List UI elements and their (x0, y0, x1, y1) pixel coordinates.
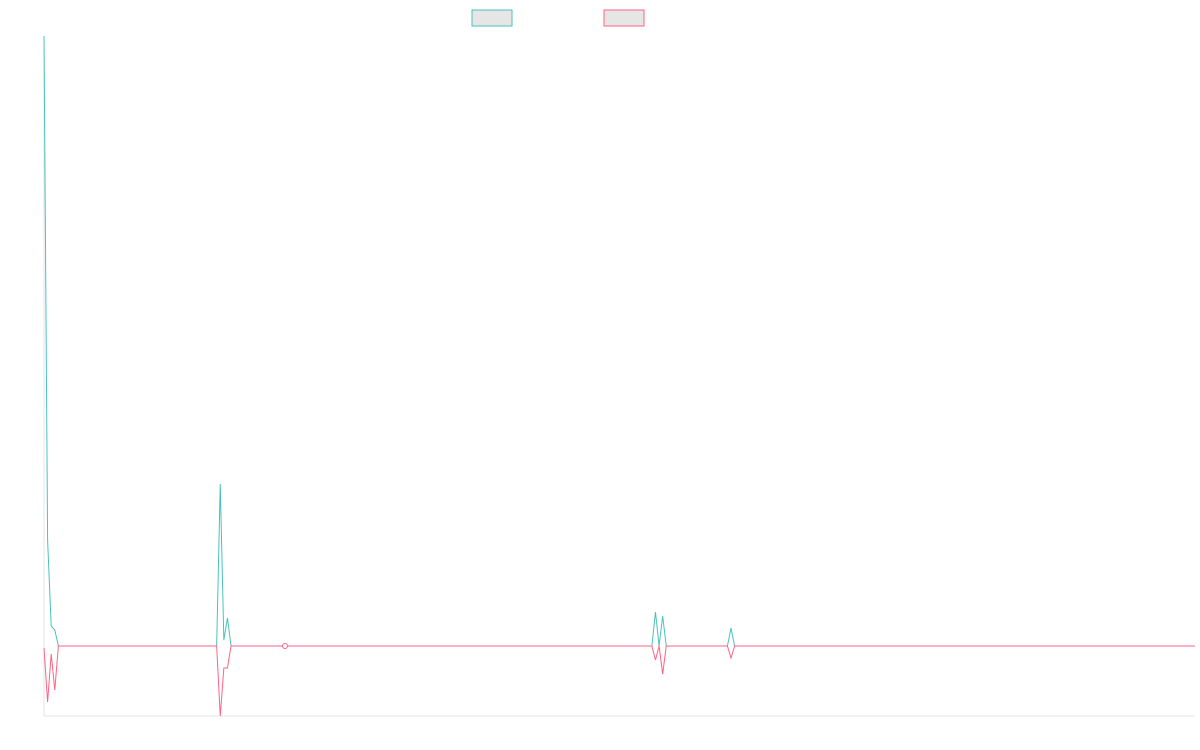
series-line (43, 645, 1195, 717)
point-marker (281, 643, 288, 649)
legend-swatch (471, 9, 513, 27)
legend-swatch (603, 9, 645, 27)
series-line (43, 35, 1195, 647)
